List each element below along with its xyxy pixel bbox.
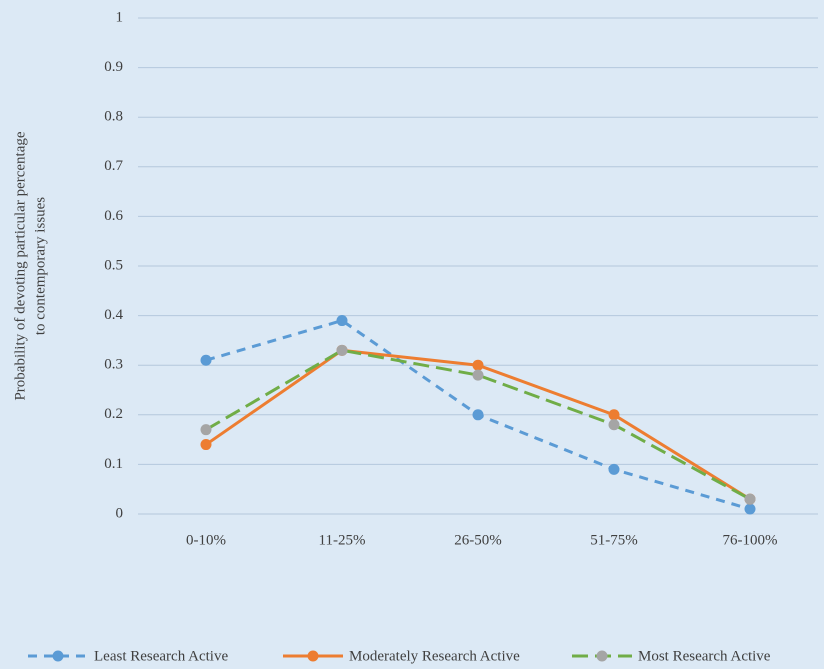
point (200, 354, 212, 366)
legend-marker (596, 650, 608, 662)
series-line (205, 348, 751, 501)
y-tick-label: 0.1 (104, 456, 123, 472)
x-tick-label: 76-100% (723, 532, 778, 548)
point (472, 359, 484, 371)
y-tick-label: 0 (116, 505, 124, 521)
x-tick-label: 11-25% (319, 532, 366, 548)
point (608, 463, 620, 475)
legend-label: Moderately Research Active (349, 648, 520, 664)
point (472, 369, 484, 381)
y-tick-label: 1 (116, 9, 124, 25)
y-tick-label: 0.4 (104, 307, 123, 323)
y-tick-label: 0.2 (104, 406, 123, 422)
y-axis-label: to contemporary issues (32, 197, 48, 335)
point (608, 419, 620, 431)
point (744, 503, 756, 515)
point (200, 439, 212, 451)
y-tick-label: 0.9 (104, 59, 123, 75)
x-tick-label: 26-50% (454, 532, 502, 548)
y-tick-label: 0.8 (104, 109, 123, 125)
legend-label: Least Research Active (94, 648, 228, 664)
legend-marker (307, 650, 319, 662)
x-tick-label: 51-75% (590, 532, 638, 548)
y-tick-label: 0.3 (104, 357, 123, 373)
x-tick-label: 0-10% (186, 532, 226, 548)
point (472, 409, 484, 421)
point (608, 409, 620, 421)
y-tick-label: 0.6 (104, 208, 123, 224)
point (744, 493, 756, 505)
y-axis-label: Probability of devoting particular perce… (12, 131, 28, 400)
y-tick-label: 0.7 (104, 158, 123, 174)
y-tick-label: 0.5 (104, 257, 123, 273)
legend-label: Most Research Active (638, 648, 771, 664)
point (200, 424, 212, 436)
point (336, 344, 348, 356)
legend-marker (52, 650, 64, 662)
point (336, 315, 348, 327)
